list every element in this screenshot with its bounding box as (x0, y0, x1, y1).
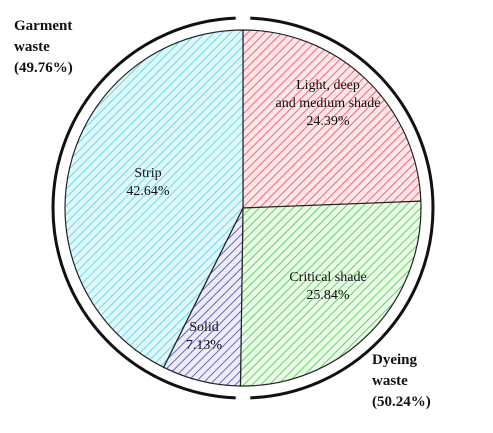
group-labels: Garment waste (49.76%) Dyeing waste (50.24%) (14, 18, 431, 410)
pie-slice-critical-shade (239, 200, 422, 387)
pie-slices (64, 29, 422, 387)
slice-label-solid: Solid 7.13% (186, 320, 223, 353)
slice-label-light-deep-and-medium-shade: Light, deep and medium shade 24.39% (276, 78, 381, 129)
group-label-garment: Garment waste (49.76%) (14, 18, 73, 76)
group-ring (51, 16, 435, 400)
group-ring-arc-garment (51, 16, 236, 400)
group-label-dyeing: Dyeing waste (50.24%) (372, 352, 431, 410)
pie-slice-strip (64, 29, 244, 369)
group-ring-arc-dyeing (250, 16, 435, 400)
pie-slice-light-deep-and-medium-shade (242, 29, 422, 209)
slice-label-strip: Strip 42.64% (126, 166, 170, 199)
slice-label-critical-shade: Critical shade 25.84% (289, 270, 366, 303)
slice-labels: Light, deep and medium shade 24.39% Critica… (126, 78, 380, 353)
